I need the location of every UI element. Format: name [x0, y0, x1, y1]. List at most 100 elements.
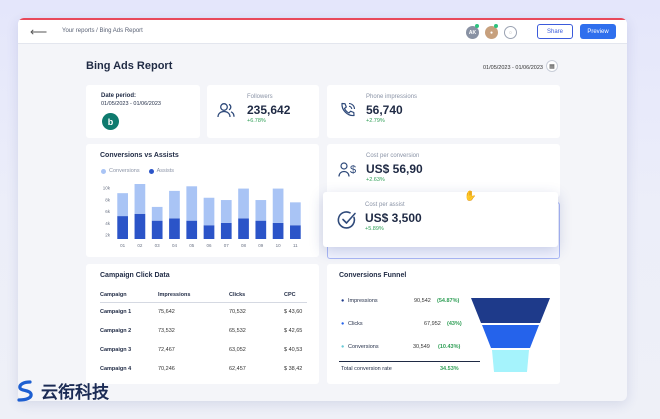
x-tick-label: 06	[206, 243, 212, 248]
online-dot	[475, 24, 479, 28]
campaign-click-card: Campaign Click Data Campaign Impressions…	[86, 264, 319, 384]
followers-value: 235,642	[247, 103, 291, 117]
grab-hand-cursor-icon[interactable]: ✋	[464, 191, 477, 202]
funnel-total-label: Total conversion rate	[341, 366, 392, 372]
calendar-icon[interactable]: ▦	[546, 60, 558, 72]
cell: 62,457	[229, 365, 246, 372]
followers-card: Followers 235,642 +6.78%	[207, 85, 319, 138]
y-tick-label: 2k	[105, 233, 111, 238]
col-cpc: CPC	[284, 288, 307, 303]
col-campaign: Campaign	[100, 288, 158, 303]
col-impressions: Impressions	[158, 288, 229, 303]
cost-per-assist-card[interactable]: Cost per assist US$ 3,500 +5.89% ✋	[323, 191, 558, 247]
bar-assists-01[interactable]	[117, 216, 128, 239]
bar-assists-05[interactable]	[186, 220, 198, 239]
bar-conversions-06[interactable]	[203, 197, 215, 226]
bar-assists-02[interactable]	[134, 213, 146, 239]
bar-conversions-08[interactable]	[238, 188, 249, 219]
users-icon	[217, 103, 235, 118]
funnel-stage-conversions	[492, 350, 529, 372]
table-row[interactable]: Campaign 1 75,642 70,532 $ 43,60	[100, 302, 307, 321]
cell: 63,052	[229, 346, 246, 353]
cost-conversion-label: Cost per conversion	[366, 153, 420, 159]
funnel-stage-clicks	[482, 325, 539, 348]
online-dot	[494, 24, 498, 28]
bar-assists-06[interactable]	[203, 225, 215, 239]
cell: 73,532	[158, 327, 175, 334]
followers-label: Followers	[247, 94, 273, 100]
brand-name: 云衔科技	[41, 383, 109, 403]
x-tick-label: 01	[120, 243, 126, 248]
cell: Campaign 2	[100, 327, 132, 334]
preview-button[interactable]: Preview	[580, 24, 616, 39]
bar-assists-11[interactable]	[290, 225, 301, 239]
bar-conversions-04[interactable]	[169, 190, 180, 219]
bar-assists-04[interactable]	[169, 218, 180, 239]
conversions-chart-card: Conversions vs Assists Conversions Assis…	[86, 144, 319, 257]
cell: 72,467	[158, 346, 175, 353]
funnel-graphic	[471, 298, 550, 372]
cost-assist-label: Cost per assist	[365, 202, 405, 208]
breadcrumb[interactable]: Your reports / Bing Ads Report	[62, 28, 143, 34]
user-dollar-icon: $	[338, 162, 356, 177]
y-tick-label: 4k	[105, 221, 111, 226]
table-row[interactable]: Campaign 4 70,246 62,457 $ 38,42	[100, 359, 307, 378]
y-tick-label: 6k	[105, 209, 111, 214]
bar-conversions-10[interactable]	[272, 188, 284, 223]
cost-conversion-change: +2.63%	[366, 177, 385, 183]
bar-conversions-03[interactable]	[151, 206, 163, 221]
date-range-text[interactable]: 01/05/2023 - 01/06/2023	[483, 65, 543, 71]
x-tick-label: 05	[189, 243, 195, 248]
bar-conversions-05[interactable]	[186, 186, 198, 221]
phone-change: +2.79%	[366, 118, 385, 124]
bar-chart: 10k 8k 6k 4k 2k 01 02 03 04 05 06 07 08 09 10 11	[103, 184, 301, 248]
cell: $ 43,60	[284, 308, 303, 315]
top-bar: ⟵ Your reports / Bing Ads Report AK ● ◌ …	[18, 18, 627, 44]
funnel-value: 90,542	[414, 298, 431, 304]
cell: Campaign 1	[100, 308, 132, 315]
date-label: Date period:	[101, 93, 137, 99]
cell: 65,532	[229, 327, 246, 334]
funnel-total-value: 34.53%	[440, 366, 459, 372]
back-arrow-icon[interactable]: ⟵	[30, 25, 48, 39]
bar-assists-10[interactable]	[272, 222, 284, 239]
funnel-pct: (43%)	[447, 321, 462, 327]
cost-conversion-value: US$ 56,90	[366, 162, 423, 176]
cell: 70,532	[229, 308, 246, 315]
x-tick-label: 10	[276, 243, 282, 248]
x-tick-label: 09	[258, 243, 264, 248]
legend-assists: Assists	[156, 168, 174, 174]
brand-watermark: 云衔科技	[14, 378, 109, 403]
bar-assists-03[interactable]	[151, 220, 163, 239]
share-button[interactable]: Share	[537, 24, 573, 39]
bar-conversions-11[interactable]	[290, 202, 301, 226]
bar-conversions-07[interactable]	[220, 200, 232, 223]
table-row[interactable]: Campaign 3 72,467 63,052 $ 40,53	[100, 340, 307, 359]
chart-legend: Conversions Assists	[101, 168, 174, 174]
x-tick-label: 11	[293, 243, 298, 248]
x-tick-label: 03	[155, 243, 161, 248]
avatar-initials[interactable]: AK	[466, 26, 479, 39]
x-tick-label: 08	[241, 243, 247, 248]
funnel-value: 67,952	[424, 321, 441, 327]
bar-conversions-09[interactable]	[255, 200, 267, 221]
bing-logo-icon: b	[102, 113, 119, 130]
funnel-label: Clicks	[348, 321, 363, 327]
bar-assists-09[interactable]	[255, 220, 267, 239]
table-row[interactable]: Campaign 2 73,532 65,532 $ 42,65	[100, 321, 307, 340]
cell: 75,642	[158, 308, 175, 315]
bar-assists-07[interactable]	[220, 222, 232, 239]
funnel-label: Conversions	[348, 344, 379, 350]
bar-assists-08[interactable]	[238, 218, 249, 239]
report-title: Bing Ads Report	[86, 60, 173, 72]
bar-conversions-02[interactable]	[134, 184, 146, 214]
comment-icon[interactable]: ◌	[504, 26, 517, 39]
cost-per-conversion-card: $ Cost per conversion US$ 56,90 +2.63%	[327, 144, 560, 197]
funnel-stage-impressions	[471, 298, 550, 323]
bar-conversions-01[interactable]	[117, 193, 128, 217]
legend-conversions: Conversions	[109, 168, 140, 174]
cost-assist-change: +5.89%	[365, 226, 384, 232]
x-tick-label: 04	[172, 243, 178, 248]
avatar-photo[interactable]: ●	[485, 26, 498, 39]
x-tick-label: 02	[137, 243, 143, 248]
